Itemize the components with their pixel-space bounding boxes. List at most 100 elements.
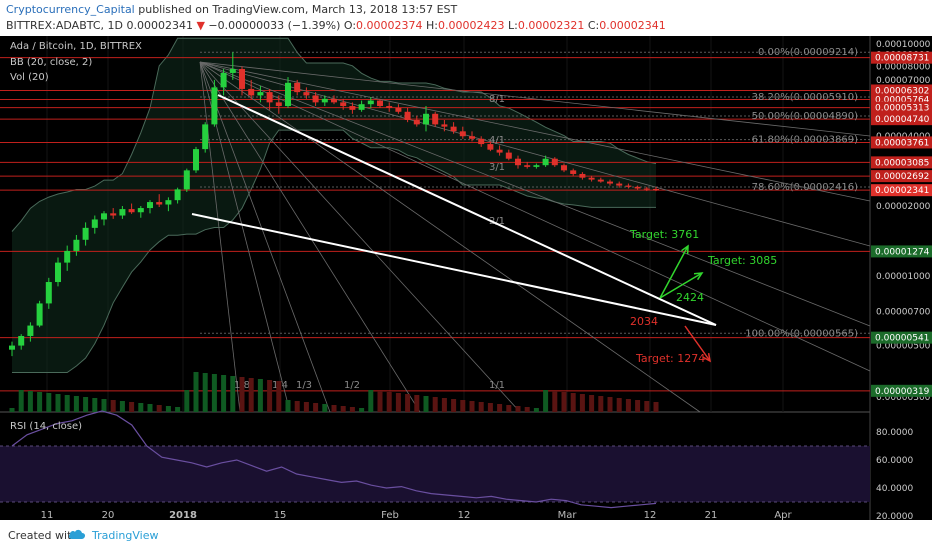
candle-body bbox=[64, 250, 71, 263]
candle-body bbox=[616, 183, 623, 186]
price-level-tag bbox=[871, 184, 932, 197]
price-level-tag bbox=[871, 113, 932, 126]
candle-body bbox=[257, 92, 264, 96]
x-tick-label: 12 bbox=[644, 510, 657, 520]
candle-body bbox=[312, 95, 319, 103]
target-up-arrow-1 bbox=[659, 245, 689, 299]
target-annotation: 2424 bbox=[676, 291, 704, 304]
volume-bar bbox=[377, 391, 383, 412]
author-link[interactable]: Cryptocurrency_Capital bbox=[6, 3, 135, 16]
volume-bar bbox=[524, 407, 530, 412]
x-tick-label: 2018 bbox=[169, 510, 197, 520]
volume-bar bbox=[276, 381, 282, 412]
rsi-tick-label: 80.0000 bbox=[876, 428, 913, 438]
candle-body bbox=[220, 72, 227, 88]
volume-bar bbox=[368, 390, 374, 412]
volume-bar bbox=[285, 400, 291, 412]
candle-body bbox=[459, 131, 466, 137]
volume-bar bbox=[175, 407, 181, 412]
volume-bar bbox=[202, 373, 208, 412]
volume-bar bbox=[533, 408, 539, 412]
target-down-arrow-head bbox=[702, 352, 712, 363]
price-change: −0.00000033 (−1.39%) bbox=[208, 19, 341, 32]
volume-bar bbox=[589, 395, 595, 412]
target-annotation: Target: 3085 bbox=[707, 254, 777, 267]
candle-body bbox=[303, 92, 310, 96]
x-tick-label: 11 bbox=[41, 510, 54, 520]
low-value: 0.00002321 bbox=[517, 19, 585, 32]
gann-fan-line bbox=[199, 61, 241, 413]
target-up-arrow-2-head bbox=[693, 272, 704, 281]
target-annotation: Target: 3761 bbox=[629, 228, 699, 241]
volume-bar bbox=[101, 399, 107, 412]
volume-bar bbox=[625, 399, 631, 412]
volume-bar bbox=[267, 380, 273, 412]
candle-body bbox=[156, 202, 163, 205]
gann-fan-line bbox=[199, 61, 871, 247]
gann-fan-line bbox=[199, 61, 701, 413]
volume-bar bbox=[405, 394, 411, 412]
candle-body bbox=[450, 126, 457, 132]
volume-bar bbox=[184, 390, 190, 412]
candle-body bbox=[653, 188, 659, 191]
target-annotation: Target: 1274 bbox=[635, 352, 705, 365]
price-level-tag-label: 0.00001274 bbox=[875, 247, 930, 257]
candle-body bbox=[45, 282, 52, 304]
volume-bar bbox=[349, 407, 355, 412]
price-level-tag-label: 0.00005313 bbox=[875, 104, 929, 114]
volume-bar bbox=[27, 391, 33, 412]
candle-body bbox=[229, 69, 236, 73]
volume-bar bbox=[552, 391, 558, 412]
target-up-arrow-1-head bbox=[681, 244, 689, 255]
volume-bar bbox=[92, 398, 98, 412]
y-tick-label: 0.00000500 bbox=[876, 342, 931, 352]
volume-bar bbox=[303, 402, 309, 412]
x-tick-label: Apr bbox=[774, 510, 792, 520]
tradingview-brand[interactable]: TradingView bbox=[92, 529, 159, 542]
volume-bar bbox=[386, 392, 392, 412]
volume-bar bbox=[119, 401, 125, 412]
gann-fan-label: 1/3 bbox=[296, 380, 312, 391]
candle-body bbox=[349, 106, 356, 110]
bollinger-lower-line bbox=[12, 129, 656, 373]
volume-bar bbox=[322, 404, 328, 412]
price-chart-svg[interactable]: 11 20 2018 15 Feb 12 Mar 12 21 Apr 0.00010000 0.000… bbox=[0, 36, 932, 520]
y-tick-label: 0.00008000 bbox=[876, 62, 931, 72]
volume-bar bbox=[478, 402, 484, 412]
price-level-tag-label: 0.00000319 bbox=[875, 387, 930, 397]
price-level-tag bbox=[871, 245, 932, 258]
header-bar: Cryptocurrency_Capital published on Trad… bbox=[0, 0, 932, 36]
rsi-band bbox=[0, 446, 870, 502]
volume-bar bbox=[570, 393, 576, 412]
price-level-tag-label: 0.00006302 bbox=[875, 86, 929, 96]
y-tick-label: 0.00007000 bbox=[876, 76, 931, 86]
candle-body bbox=[413, 120, 420, 125]
volume-bar bbox=[331, 405, 337, 412]
gann-fan-line bbox=[199, 61, 331, 413]
gann-fan-label: 8/1 bbox=[489, 94, 505, 105]
symbol-line: BITTREX:ADABTC, 1D 0.00002341 ▼ −0.00000… bbox=[6, 19, 666, 32]
candle-body bbox=[340, 102, 347, 107]
candle-body bbox=[82, 227, 89, 240]
legend-pair: Ada / Bitcoin, 1D, BITTREX bbox=[10, 41, 142, 52]
high-label: H: bbox=[426, 19, 439, 32]
candle-body bbox=[607, 181, 613, 184]
price-level-tag-label: 0.00000541 bbox=[875, 334, 929, 344]
candle-body bbox=[101, 213, 107, 220]
candle-body bbox=[266, 92, 273, 103]
volume-bar bbox=[579, 394, 585, 412]
y-tick-label: 0.00000300 bbox=[876, 393, 931, 403]
x-tick-label: 20 bbox=[102, 510, 115, 520]
legend-bb: BB (20, close, 2) bbox=[10, 57, 93, 68]
volume-bar bbox=[644, 401, 650, 412]
x-tick-label: Feb bbox=[381, 510, 399, 520]
legend-vol: Vol (20) bbox=[10, 72, 49, 83]
candle-body bbox=[174, 189, 181, 201]
x-tick-label: 15 bbox=[274, 510, 287, 520]
volume-bar bbox=[37, 392, 43, 412]
candle-body bbox=[588, 177, 595, 180]
volume-bar bbox=[73, 396, 79, 412]
volume-bar bbox=[598, 396, 604, 412]
candle-body bbox=[91, 219, 98, 228]
high-value: 0.00002423 bbox=[438, 19, 505, 32]
